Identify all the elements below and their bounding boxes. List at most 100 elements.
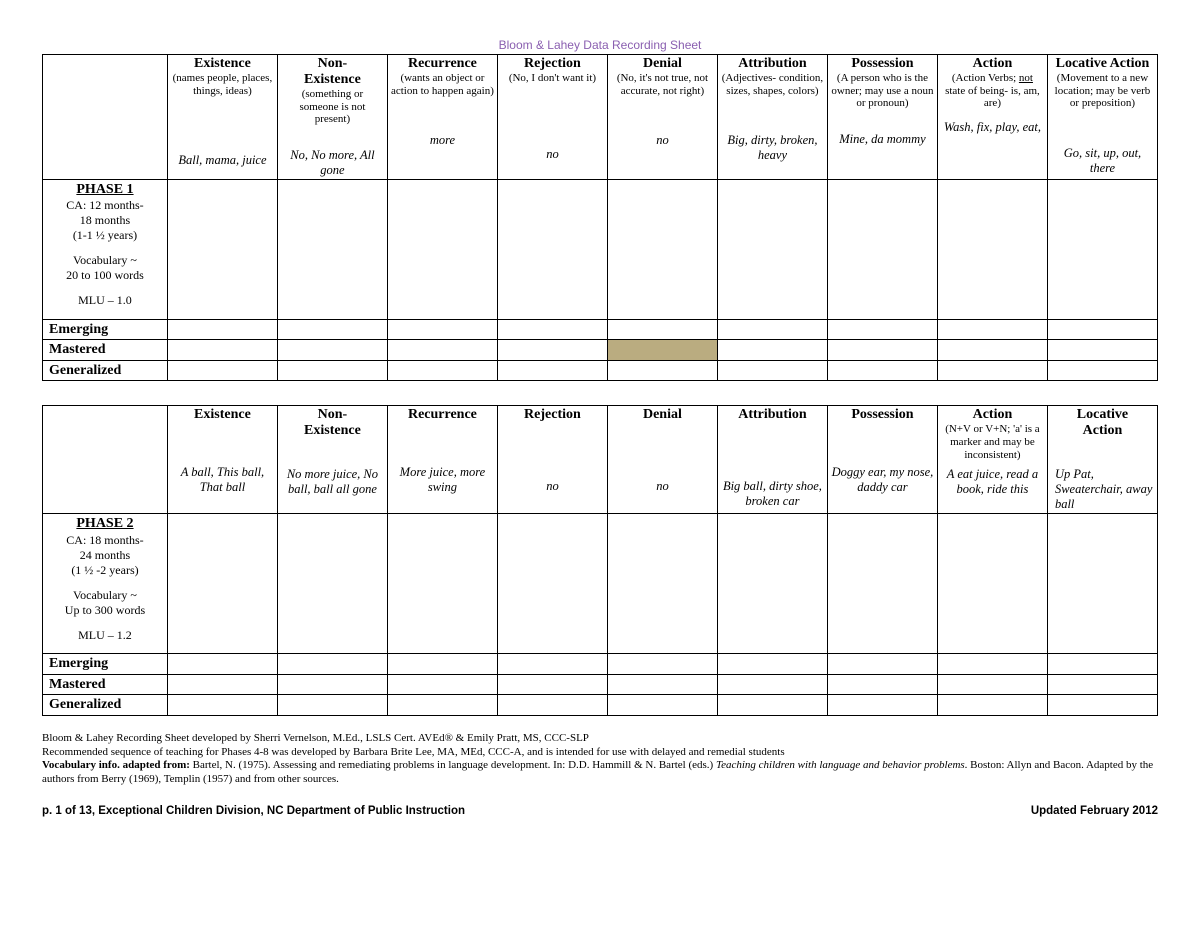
phase1-table: Existence (names people, places, things,… <box>42 54 1158 381</box>
data-cell[interactable] <box>607 654 717 675</box>
data-cell[interactable] <box>387 179 497 319</box>
data-cell[interactable] <box>937 695 1047 716</box>
data-cell[interactable] <box>717 340 827 361</box>
col-title: LocativeAction <box>1051 407 1154 439</box>
data-cell[interactable] <box>717 179 827 319</box>
col-desc: (something or someone is not present) <box>281 88 384 126</box>
data-cell[interactable] <box>827 674 937 695</box>
data-cell[interactable] <box>497 319 607 340</box>
data-cell[interactable] <box>607 514 717 654</box>
page-title: Bloom & Lahey Data Recording Sheet <box>42 38 1158 52</box>
data-cell[interactable] <box>607 179 717 319</box>
data-cell[interactable] <box>277 179 387 319</box>
data-cell[interactable] <box>827 695 937 716</box>
data-cell[interactable] <box>277 360 387 381</box>
data-cell[interactable] <box>1047 340 1157 361</box>
col-example: Ball, mama, juice <box>171 153 274 168</box>
data-cell[interactable] <box>277 674 387 695</box>
data-cell[interactable] <box>937 340 1047 361</box>
row-mastered-label: Mastered <box>43 674 168 695</box>
data-cell[interactable] <box>277 514 387 654</box>
data-cell[interactable] <box>277 340 387 361</box>
data-cell[interactable] <box>277 654 387 675</box>
data-cell[interactable] <box>937 674 1047 695</box>
phase2-line: (1 ½ -2 years) <box>71 563 138 577</box>
footnote-line: Bloom & Lahey Recording Sheet developed … <box>42 732 1158 746</box>
data-cell[interactable] <box>387 674 497 695</box>
data-cell[interactable] <box>717 319 827 340</box>
data-cell[interactable] <box>497 695 607 716</box>
data-cell[interactable] <box>167 319 277 340</box>
data-cell[interactable] <box>1047 319 1157 340</box>
data-cell[interactable] <box>717 674 827 695</box>
col-desc: (names people, places, things, ideas) <box>171 72 274 97</box>
data-cell[interactable] <box>497 340 607 361</box>
data-cell[interactable] <box>167 179 277 319</box>
row-generalized-label: Generalized <box>43 695 168 716</box>
col-title: Denial <box>611 407 714 423</box>
data-cell[interactable] <box>387 695 497 716</box>
data-cell[interactable] <box>167 360 277 381</box>
data-cell[interactable] <box>387 360 497 381</box>
col-example: Up Pat, Sweaterchair, away ball <box>1051 467 1154 512</box>
col-desc: (wants an object or action to happen aga… <box>391 72 494 97</box>
data-cell[interactable] <box>1047 695 1157 716</box>
data-cell[interactable] <box>717 514 827 654</box>
data-cell[interactable] <box>1047 654 1157 675</box>
col-title: Rejection <box>501 56 604 72</box>
data-cell[interactable] <box>827 360 937 381</box>
data-cell[interactable] <box>1047 674 1157 695</box>
data-cell[interactable] <box>387 340 497 361</box>
data-cell[interactable] <box>167 340 277 361</box>
data-cell[interactable] <box>497 360 607 381</box>
data-cell[interactable] <box>937 654 1047 675</box>
col-example: No, No more, All gone <box>281 148 384 178</box>
data-cell[interactable] <box>497 179 607 319</box>
phase1-emerging-row: Emerging <box>43 319 1158 340</box>
data-cell[interactable] <box>717 654 827 675</box>
col-attribution: Attribution (Adjectives- condition, size… <box>717 55 827 180</box>
data-cell[interactable] <box>1047 514 1157 654</box>
data-cell[interactable] <box>167 654 277 675</box>
data-cell[interactable] <box>167 695 277 716</box>
data-cell[interactable] <box>387 654 497 675</box>
data-cell[interactable] <box>717 695 827 716</box>
data-cell[interactable] <box>277 695 387 716</box>
phase1-label-cell: PHASE 1 CA: 12 months- 18 months (1-1 ½ … <box>43 179 168 319</box>
data-cell[interactable] <box>937 179 1047 319</box>
col-existence: Existence (names people, places, things,… <box>167 55 277 180</box>
data-cell[interactable] <box>827 340 937 361</box>
data-cell[interactable] <box>937 514 1047 654</box>
data-cell[interactable] <box>937 360 1047 381</box>
data-cell[interactable] <box>1047 360 1157 381</box>
phase2-line: 24 months <box>80 548 130 562</box>
data-cell[interactable] <box>1047 179 1157 319</box>
data-cell[interactable] <box>827 514 937 654</box>
phase2-table: Existence A ball, This ball, That ball N… <box>42 405 1158 716</box>
data-cell[interactable] <box>497 514 607 654</box>
data-cell[interactable] <box>607 360 717 381</box>
data-cell[interactable] <box>607 319 717 340</box>
phase1-header-row: Existence (names people, places, things,… <box>43 55 1158 180</box>
data-cell[interactable] <box>497 674 607 695</box>
data-cell[interactable] <box>717 360 827 381</box>
data-cell[interactable] <box>167 514 277 654</box>
phase1-header-blank <box>43 55 168 180</box>
data-cell[interactable] <box>827 319 937 340</box>
col-title: Action <box>941 56 1044 72</box>
data-cell[interactable] <box>387 514 497 654</box>
data-cell[interactable] <box>167 674 277 695</box>
phase1-generalized-row: Generalized <box>43 360 1158 381</box>
data-cell[interactable] <box>607 674 717 695</box>
data-cell-shaded[interactable] <box>607 340 717 361</box>
col-desc: (No, I don't want it) <box>501 72 604 85</box>
data-cell[interactable] <box>497 654 607 675</box>
data-cell[interactable] <box>607 695 717 716</box>
data-cell[interactable] <box>277 319 387 340</box>
data-cell[interactable] <box>827 179 937 319</box>
col-desc: (Action Verbs; not state of being- is, a… <box>941 72 1044 110</box>
data-cell[interactable] <box>827 654 937 675</box>
data-cell[interactable] <box>387 319 497 340</box>
row-mastered-label: Mastered <box>43 340 168 361</box>
data-cell[interactable] <box>937 319 1047 340</box>
